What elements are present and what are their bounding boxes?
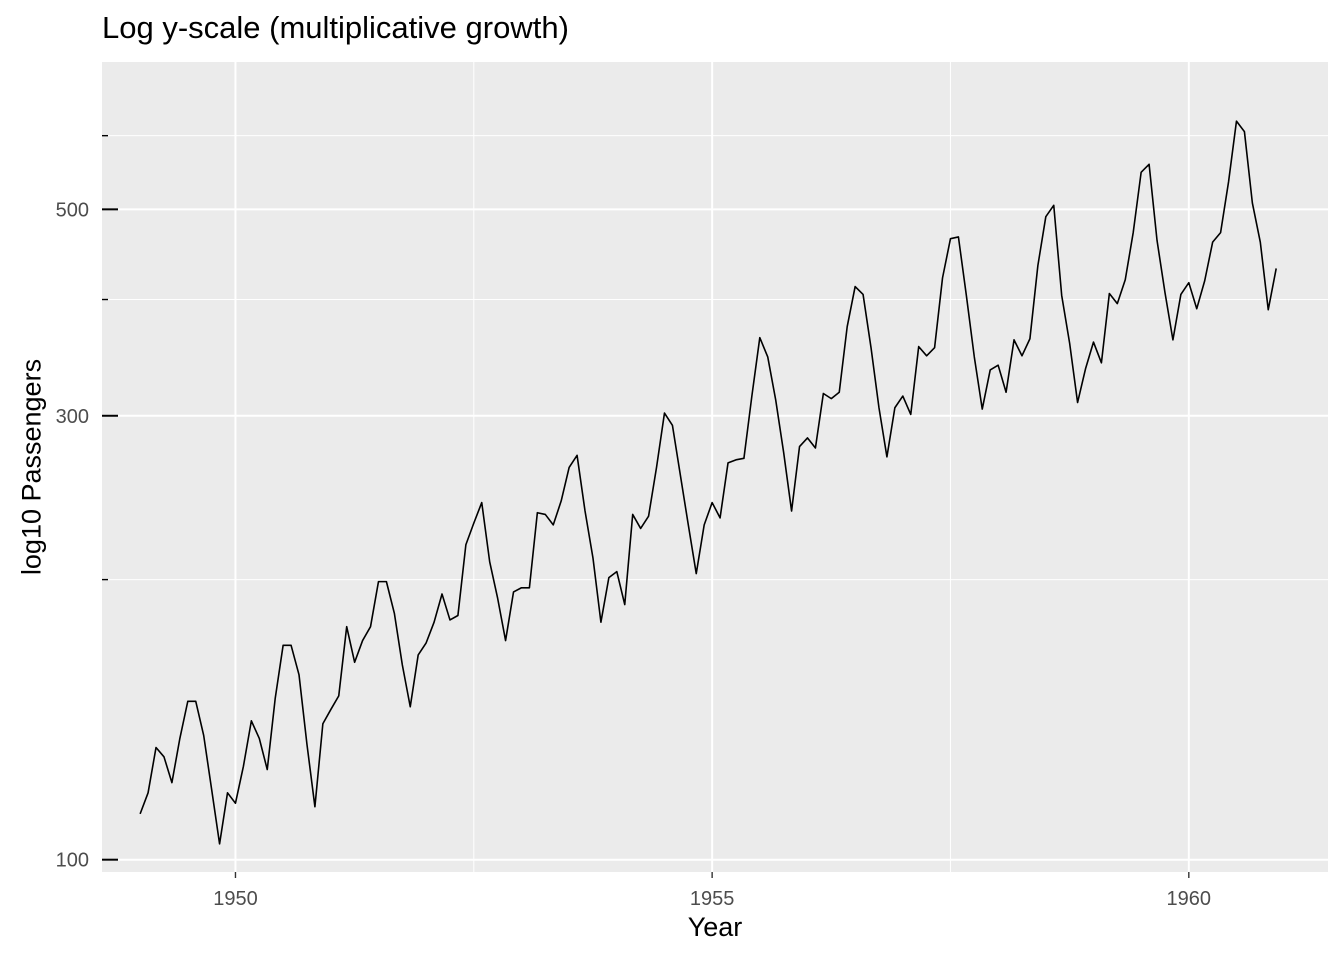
x-axis-label: Year: [687, 912, 743, 942]
y-tick-label: 100: [56, 850, 89, 872]
x-axis: 1950 1955 1960: [213, 872, 1211, 910]
x-tick-label: 1950: [213, 888, 258, 910]
minor-gridlines: [102, 62, 1328, 872]
x-tick-label: 1955: [690, 888, 735, 910]
y-tick-label: 300: [56, 406, 89, 428]
major-gridlines: [102, 62, 1328, 872]
y-axis: 100 300 500: [56, 134, 118, 872]
y-tick-label: 500: [56, 199, 89, 221]
x-tick-label: 1960: [1167, 888, 1212, 910]
series-line: [139, 120, 1277, 845]
chart-title: Log y-scale (multiplicative growth): [102, 10, 569, 45]
y-axis-label: log10 Passengers: [16, 358, 47, 576]
plot-panel: [102, 62, 1328, 872]
